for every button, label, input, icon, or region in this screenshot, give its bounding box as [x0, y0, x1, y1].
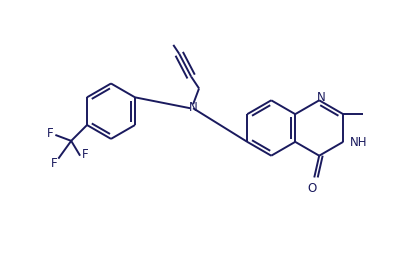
Text: N: N [317, 91, 326, 104]
Text: F: F [82, 148, 88, 161]
Text: F: F [51, 157, 58, 170]
Text: N: N [189, 101, 198, 114]
Text: O: O [308, 183, 317, 195]
Text: F: F [47, 127, 54, 141]
Text: NH: NH [350, 136, 368, 149]
